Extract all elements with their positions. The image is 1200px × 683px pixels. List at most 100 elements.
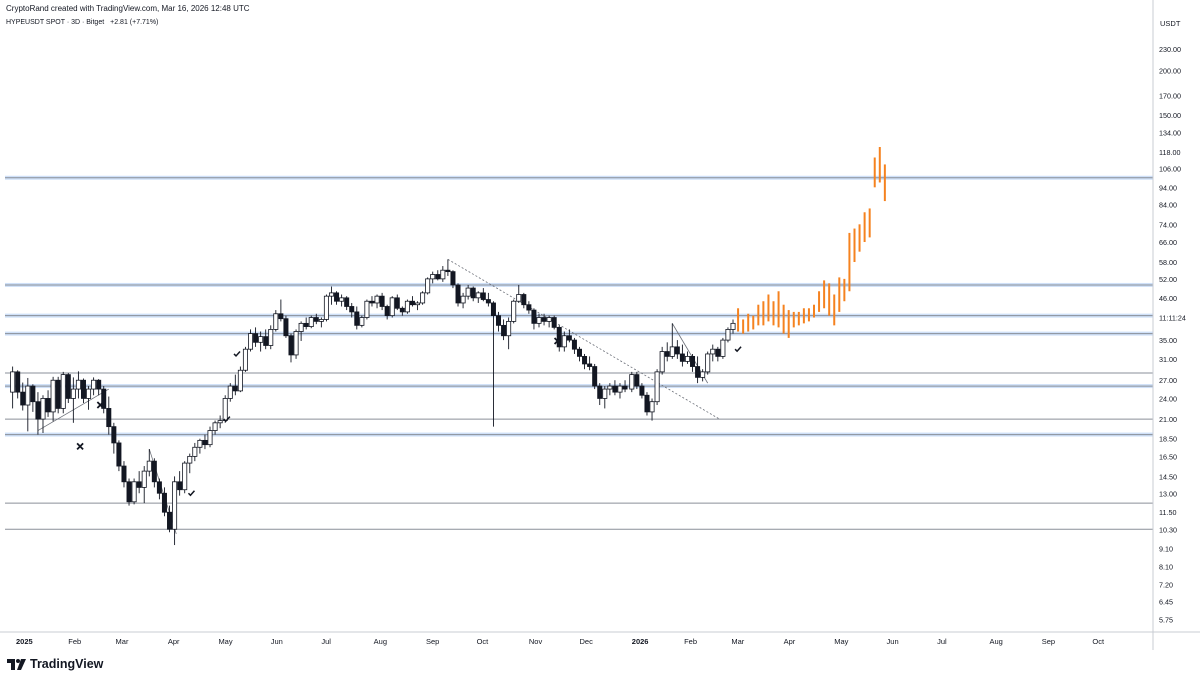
candle-body xyxy=(602,388,608,399)
candle-body xyxy=(420,292,426,304)
candle-body xyxy=(328,292,334,297)
candle-body xyxy=(730,322,736,330)
attribution-text: CryptoRand created with TradingView.com,… xyxy=(6,4,250,13)
candle-body xyxy=(674,346,680,355)
candle-body xyxy=(45,398,51,413)
candle-body xyxy=(35,401,41,420)
candle-body xyxy=(582,355,588,365)
candle-body xyxy=(313,317,319,322)
candle-body xyxy=(217,420,223,424)
candle-body xyxy=(679,353,685,362)
candle-body xyxy=(634,374,640,387)
candle-body xyxy=(268,329,274,346)
time-tick-label: Mar xyxy=(116,637,129,646)
candle-body xyxy=(334,292,340,302)
candle-body xyxy=(10,371,16,393)
candle-body xyxy=(541,317,547,322)
price-tick-label: 9.10 xyxy=(1159,544,1173,553)
candle-body xyxy=(192,446,198,457)
price-tick-label: 16.50 xyxy=(1159,452,1177,461)
candle-body xyxy=(576,348,582,357)
candle-body xyxy=(111,426,117,444)
price-tick-label: 18.50 xyxy=(1159,435,1177,444)
candles xyxy=(10,259,736,546)
candle-body xyxy=(146,460,152,472)
time-tick-label: Jul xyxy=(937,637,947,646)
time-tick-label: Apr xyxy=(168,637,180,646)
price-tick-label: 134.00 xyxy=(1159,129,1181,138)
symbol-info: HYPEUSDT SPOT · 3D · Bitget +2.81 (+7.71… xyxy=(6,19,158,26)
cross-marker-icon xyxy=(553,337,562,345)
check-marker-icon xyxy=(187,490,196,497)
candle-body xyxy=(465,287,471,297)
candle-body xyxy=(669,346,675,357)
time-tick-label: Oct xyxy=(477,637,490,646)
candle-body xyxy=(106,408,112,428)
candle-body xyxy=(629,374,635,390)
candle-body xyxy=(531,309,537,324)
candle-body xyxy=(516,294,522,302)
candle-body xyxy=(470,287,476,299)
time-tick-label: 2025 xyxy=(16,637,33,646)
candle-body xyxy=(384,306,390,317)
candle-body xyxy=(684,355,690,362)
time-tick-label: Jul xyxy=(321,637,331,646)
candle-body xyxy=(425,278,431,294)
candle-body xyxy=(156,481,162,494)
candle-body xyxy=(318,319,324,322)
candle-body xyxy=(415,302,421,306)
candle-body xyxy=(161,492,167,513)
time-tick-label: Dec xyxy=(579,637,593,646)
brand-name: TradingView xyxy=(30,657,104,671)
candle-body xyxy=(293,331,299,356)
candle-body xyxy=(283,318,289,337)
candle-body xyxy=(349,306,355,313)
candle-body xyxy=(75,379,81,390)
candle-body xyxy=(379,295,385,307)
tradingview-brand[interactable]: TradingView xyxy=(7,657,103,671)
candle-body xyxy=(659,351,665,373)
check-marker-icon xyxy=(734,346,742,353)
candle-body xyxy=(70,388,76,399)
price-tick-label: 8.10 xyxy=(1159,562,1173,571)
time-tick-label: Aug xyxy=(374,637,387,646)
price-tick-label: 170.00 xyxy=(1159,92,1181,101)
candle-body xyxy=(207,430,213,446)
candle-body xyxy=(566,335,572,341)
candle-body xyxy=(526,304,532,311)
candle-body xyxy=(369,300,375,304)
price-tick-label: 5.75 xyxy=(1159,615,1173,624)
candle-body xyxy=(237,369,243,392)
candle-body xyxy=(258,336,264,343)
candle-body xyxy=(298,322,304,332)
price-tick-label: 106.00 xyxy=(1159,165,1181,174)
candle-body xyxy=(450,271,456,286)
candle-body xyxy=(116,442,122,467)
candle-body xyxy=(91,379,97,390)
candle-body xyxy=(141,470,147,488)
candle-body xyxy=(308,317,314,327)
price-tick-label: 200.00 xyxy=(1159,67,1181,76)
candle-body xyxy=(187,455,193,464)
candle-body xyxy=(649,401,655,413)
candle-body xyxy=(409,300,415,306)
candle-body xyxy=(96,379,102,390)
candle-body xyxy=(394,297,400,309)
candle-body xyxy=(227,385,233,399)
candle-body xyxy=(242,348,248,371)
check-marker-icon xyxy=(233,350,241,358)
price-tick-label: 94.00 xyxy=(1159,183,1177,192)
candle-body xyxy=(435,274,441,280)
candle-body xyxy=(725,329,731,341)
time-tick-label: May xyxy=(834,637,848,646)
price-tick-label: 6.45 xyxy=(1159,598,1173,607)
candle-body xyxy=(248,333,254,350)
price-tick-label: 21.00 xyxy=(1159,415,1177,424)
tradingview-logo-icon xyxy=(7,658,26,670)
price-tick-label: 14.50 xyxy=(1159,472,1177,481)
candle-body xyxy=(639,385,645,396)
candle-body xyxy=(172,481,178,530)
time-tick-label: Jun xyxy=(271,637,283,646)
symbol-label: HYPEUSDT SPOT · 3D · Bitget xyxy=(6,19,105,26)
